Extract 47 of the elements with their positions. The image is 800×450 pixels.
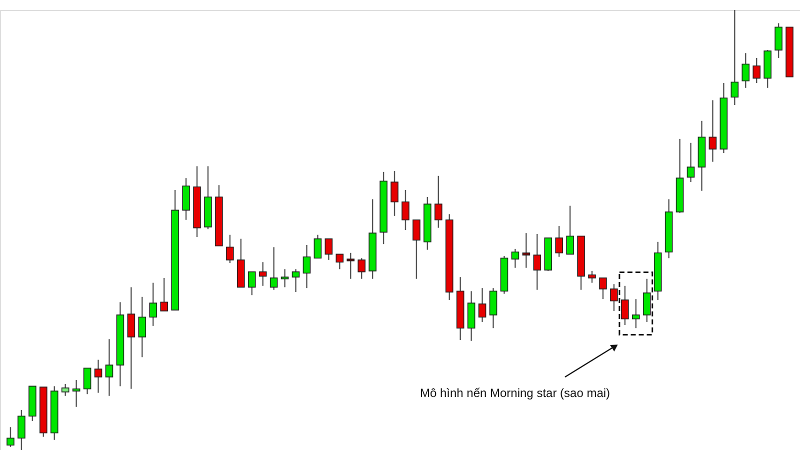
candlestick [402,189,410,231]
candlestick [599,277,607,300]
candlestick [248,271,256,296]
candlestick [478,287,486,323]
candlestick [270,246,278,290]
candlestick [226,234,234,264]
candlestick [752,57,760,84]
candlestick [610,284,618,312]
candlestick [686,142,695,183]
candlestick [258,262,267,286]
candlestick [412,219,420,280]
candlestick [314,234,322,259]
candlestick [149,282,158,327]
candlestick [533,233,542,290]
candlestick [324,238,333,261]
candlestick [18,409,26,450]
candlestick [566,205,574,255]
candlestick [511,248,520,268]
candlestick [489,287,498,329]
candlestick [742,52,750,88]
candlestick [94,359,102,394]
candlestick [774,22,782,59]
candlestick [434,175,442,228]
candlestick [280,268,289,288]
candlestick [61,383,70,396]
candlestick [346,252,355,280]
candlestick [83,368,92,395]
candlestick [105,338,114,396]
candlestick [642,278,651,323]
candlestick [708,100,717,162]
candlestick [358,258,366,280]
candlestick [336,254,344,270]
candlestick [390,170,398,217]
candlestick [522,232,530,268]
candlestick [72,379,80,408]
candlestick [6,426,14,448]
candlestick [632,298,640,329]
candlestick [302,244,311,289]
candlestick [127,286,136,390]
annotation: Mô hình nến Morning star (sao mai) [420,386,610,400]
candlestick [138,296,146,358]
candlestick [292,268,300,293]
candlestick [621,285,629,326]
candlestick [555,225,563,258]
candlestick [588,270,596,284]
candlestick [730,9,739,106]
candlestick [160,277,168,312]
